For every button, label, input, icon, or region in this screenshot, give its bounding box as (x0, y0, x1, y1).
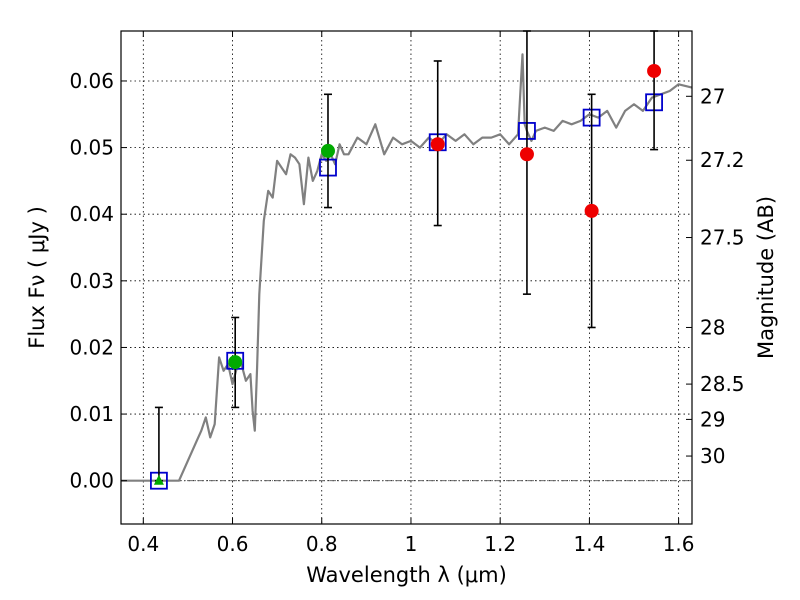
series-layer (121, 30, 693, 490)
y2-tick-label: 27.5 (700, 226, 745, 250)
data-point (228, 355, 243, 370)
y-tick-label: 0.05 (69, 136, 114, 160)
axis-ticks: 0.4 0.6 0.8 1 1.2 1.4 1.6 0.00 0.01 0.02 0.03 0.04 0… (69, 31, 745, 556)
x-tick-label: 0.8 (306, 532, 338, 556)
y2-tick-label: 30 (700, 444, 725, 468)
x-tick-label: 0.4 (127, 532, 159, 556)
y2-tick-label: 27.2 (700, 148, 745, 172)
y-axis-label: Flux Fν ( μJy ) (25, 206, 49, 349)
x-tick-label: 0.6 (217, 532, 249, 556)
y2-tick-label: 28.5 (700, 372, 745, 396)
y2-axis-label: Magnitude (AB) (754, 196, 778, 359)
y2-tick-label: 28 (700, 315, 725, 339)
y-tick-label: 0.04 (69, 202, 114, 226)
data-point (519, 147, 534, 162)
x-tick-label: 1 (405, 532, 418, 556)
data-point (584, 203, 599, 218)
data-point (647, 63, 662, 78)
y-tick-label: 0.03 (69, 269, 114, 293)
y-tick-label: 0.06 (69, 69, 114, 93)
y-tick-label: 0.02 (69, 335, 114, 359)
x-tick-label: 1.2 (484, 532, 516, 556)
y-tick-label: 0.01 (69, 402, 114, 426)
x-tick-label: 1.6 (663, 532, 695, 556)
y2-tick-label: 29 (700, 407, 725, 431)
data-point (430, 137, 445, 152)
y2-tick-label: 27 (700, 84, 725, 108)
plot-frame (120, 30, 693, 525)
x-tick-label: 1.4 (573, 532, 605, 556)
data-point (320, 143, 335, 158)
limit-triangle-point (153, 474, 164, 485)
x-axis-label: Wavelength λ (μm) (306, 563, 507, 587)
y-tick-label: 0.00 (69, 469, 114, 493)
plot-area (121, 31, 692, 524)
